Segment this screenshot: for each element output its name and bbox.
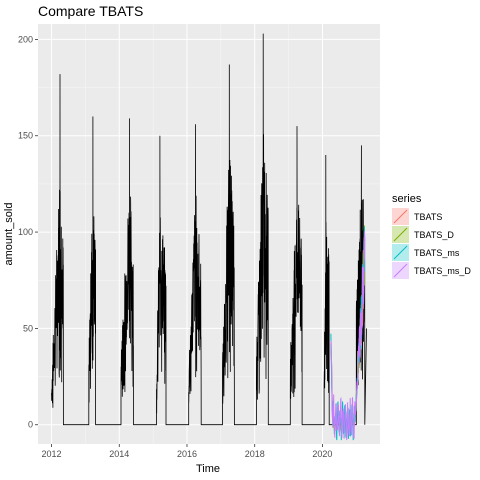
- series-lines: [51, 33, 367, 441]
- plot-panel: [38, 24, 380, 444]
- legend: series TBATS TBATS_D TBATS_ms TBATS_ms_D: [392, 193, 471, 279]
- x-tick-label: 2012: [42, 449, 62, 459]
- legend-key-line: [393, 263, 408, 278]
- legend-key-line: [393, 209, 408, 224]
- x-axis-ticks: 2012 2014 2016 2018 2020: [42, 444, 332, 459]
- legend-title: series: [392, 193, 422, 205]
- legend-label: TBATS_D: [414, 230, 454, 240]
- forecast-line-tbats-ms-d: [330, 231, 366, 441]
- legend-label: TBATS_ms_D: [414, 266, 471, 276]
- legend-key-line: [393, 245, 408, 260]
- observed-series-line: [51, 33, 367, 426]
- x-axis-title: Time: [196, 463, 220, 475]
- y-tick-label: 100: [18, 227, 33, 237]
- legend-label: TBATS_ms: [414, 248, 460, 258]
- y-axis-title: amount_sold: [3, 203, 15, 266]
- x-tick-label: 2016: [177, 449, 197, 459]
- y-tick-label: 200: [18, 34, 33, 44]
- x-tick-label: 2014: [109, 449, 129, 459]
- x-tick-label: 2018: [245, 449, 265, 459]
- chart-title: Compare TBATS: [38, 3, 143, 19]
- y-tick-label: 0: [28, 420, 33, 430]
- legend-label: TBATS: [414, 212, 442, 222]
- y-tick-label: 150: [18, 131, 33, 141]
- x-tick-label: 2020: [312, 449, 332, 459]
- y-tick-label: 50: [23, 323, 33, 333]
- grid: [38, 24, 380, 444]
- y-axis-ticks: 0 50 100 150 200: [18, 34, 38, 430]
- legend-key-line: [393, 227, 408, 242]
